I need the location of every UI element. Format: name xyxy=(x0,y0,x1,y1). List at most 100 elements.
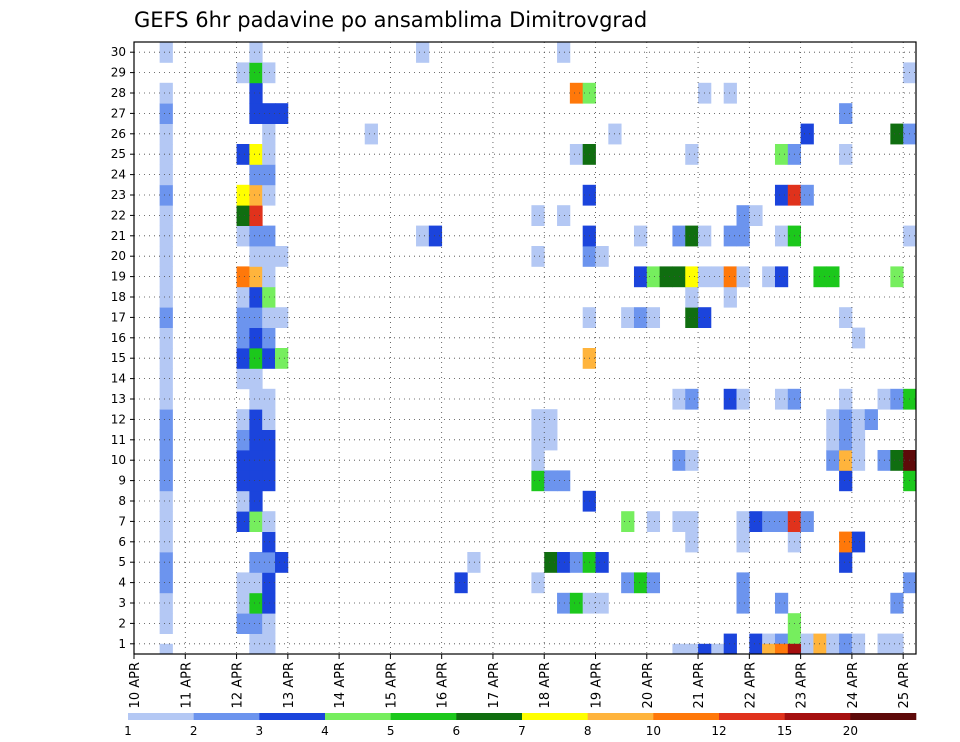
heatmap-cell xyxy=(839,552,853,573)
heatmap-cell xyxy=(249,552,263,573)
heatmap-cell xyxy=(249,429,263,451)
heatmap-cell xyxy=(826,429,840,451)
heatmap-cell xyxy=(531,572,545,594)
heatmap-cell xyxy=(826,266,840,288)
heatmap-cell xyxy=(723,633,737,655)
heatmap-cell xyxy=(851,409,866,430)
heatmap-cell xyxy=(800,511,814,532)
heatmap-cell xyxy=(813,266,827,288)
y-tick-label: 11 xyxy=(111,433,126,447)
heatmap-cell xyxy=(839,388,853,410)
y-tick-label: 19 xyxy=(111,270,126,284)
x-tick-label: 21 APR xyxy=(692,662,707,708)
heatmap-cell xyxy=(159,388,173,410)
legend-swatch xyxy=(522,713,588,720)
heatmap-cell xyxy=(736,592,750,614)
heatmap-cell xyxy=(159,490,173,512)
y-tick-label: 27 xyxy=(111,106,126,120)
heatmap-cell xyxy=(633,266,648,288)
x-tick-label: 25 APR xyxy=(897,662,912,708)
color-legend: 1 2 3 4 5 6 7 8 10 12 15 20 xyxy=(124,713,917,738)
heatmap-cell xyxy=(249,246,263,267)
heatmap-cell xyxy=(262,388,276,410)
heatmap-cell xyxy=(851,633,866,655)
x-tick-label: 11 APR xyxy=(179,662,194,708)
heatmap-cell xyxy=(236,470,250,492)
heatmap-cell xyxy=(249,368,263,390)
x-tick-label: 17 APR xyxy=(487,662,502,708)
heatmap-cell xyxy=(531,246,545,267)
y-tick-label: 25 xyxy=(111,147,126,161)
heatmap-cell xyxy=(698,643,712,654)
y-tick-label: 21 xyxy=(111,229,126,243)
legend-swatch xyxy=(325,713,391,720)
heatmap-cell xyxy=(531,409,545,430)
heatmap-cell xyxy=(595,552,609,573)
heatmap-cell xyxy=(249,103,263,124)
heatmap-cell xyxy=(813,633,827,655)
heatmap-cell xyxy=(416,225,430,247)
heatmap-cell xyxy=(595,592,609,614)
heatmap-cell xyxy=(595,246,609,267)
y-tick-label: 1 xyxy=(118,637,126,651)
heatmap-cell xyxy=(569,552,584,573)
heatmap-cell xyxy=(710,266,725,288)
y-tick-label: 16 xyxy=(111,331,126,345)
heatmap-cell xyxy=(774,643,789,654)
heatmap-cell xyxy=(236,286,250,308)
x-tick-label: 23 APR xyxy=(795,662,810,708)
heatmap-cell xyxy=(839,144,853,165)
heatmap-cell xyxy=(685,286,699,308)
heatmap-cell xyxy=(249,633,263,655)
heatmap-cell xyxy=(851,450,866,471)
legend-label: 4 xyxy=(321,724,329,738)
heatmap-cell xyxy=(262,429,276,451)
heatmap-cell xyxy=(685,511,699,532)
heatmap-cell xyxy=(159,552,173,573)
heatmap-cell xyxy=(531,470,545,492)
heatmap-cell xyxy=(236,409,250,430)
heatmap-cell xyxy=(159,42,173,63)
heatmap-cell xyxy=(236,572,250,594)
heatmap-cell xyxy=(736,511,750,532)
heatmap-cell xyxy=(275,307,289,328)
heatmap-cell xyxy=(890,592,904,614)
heatmap-cell xyxy=(236,511,250,532)
heatmap-cell xyxy=(774,511,789,532)
heatmap-cell xyxy=(262,286,276,308)
y-tick-label: 7 xyxy=(118,514,126,528)
heatmap-cell xyxy=(416,42,430,63)
heatmap-cell xyxy=(262,572,276,594)
chart-title: GEFS 6hr padavine po ansamblima Dimitrov… xyxy=(134,8,647,32)
heatmap-cell xyxy=(262,531,276,553)
legend-label: 5 xyxy=(387,724,395,738)
heatmap-cell xyxy=(262,307,276,328)
x-tick-label: 16 APR xyxy=(436,662,451,708)
heatmap-cell xyxy=(249,327,263,349)
heatmap-cell xyxy=(249,511,263,532)
heatmap-cell xyxy=(249,470,263,492)
heatmap-cell xyxy=(685,266,699,288)
legend-label: 7 xyxy=(518,724,526,738)
heatmap-cell xyxy=(262,348,276,369)
heatmap-cell xyxy=(275,103,289,124)
heatmap-cell xyxy=(723,388,737,410)
x-tick-label: 20 APR xyxy=(641,662,656,708)
y-tick-label: 29 xyxy=(111,66,126,80)
heatmap-cell xyxy=(262,144,276,165)
heatmap-cell xyxy=(826,409,840,430)
y-tick-label: 17 xyxy=(111,310,126,324)
heatmap-cell xyxy=(249,592,263,614)
heatmap-cell xyxy=(467,552,481,573)
x-tick-label: 13 APR xyxy=(282,662,297,708)
heatmap-cell xyxy=(685,225,699,247)
x-tick-label: 10 APR xyxy=(128,662,143,708)
y-tick-label: 28 xyxy=(111,86,126,100)
heatmap-cell xyxy=(236,327,250,349)
heatmap-cell xyxy=(890,266,904,288)
heatmap-cell xyxy=(569,144,584,165)
heatmap-cell xyxy=(800,123,814,145)
legend-label: 20 xyxy=(843,724,858,738)
heatmap-cell xyxy=(159,184,173,206)
